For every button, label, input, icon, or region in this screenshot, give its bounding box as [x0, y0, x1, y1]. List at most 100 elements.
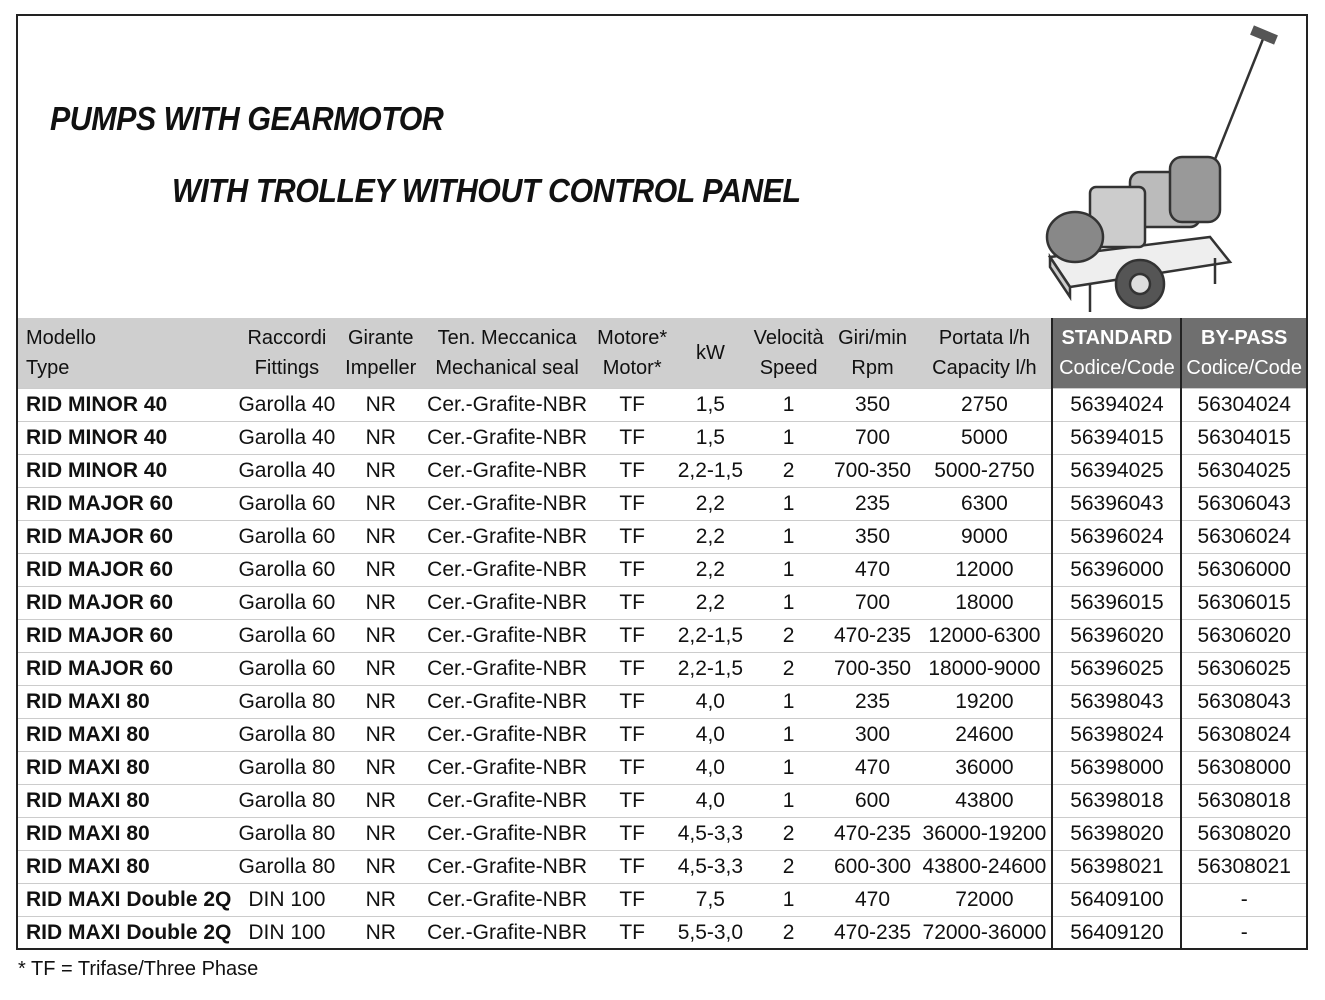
cell-capacity: 72000-36000	[917, 916, 1053, 949]
cell-capacity: 2750	[917, 388, 1053, 422]
cell-impeller: NR	[340, 619, 422, 653]
cell-rpm: 235	[827, 487, 918, 521]
table-row: RID MINOR 40 Garolla 40 NR Cer.-Grafite-NBR…	[18, 421, 1306, 455]
title-line-1: PUMPS WITH GEARMOTOR	[50, 100, 444, 137]
cell-fittings: Garolla 80	[233, 751, 341, 785]
cell-impeller: NR	[340, 388, 422, 422]
cell-model: RID MAJOR 60	[18, 652, 234, 686]
cell-capacity: 18000	[917, 586, 1053, 620]
cell-impeller: NR	[340, 817, 422, 851]
cell-rpm: 470-235	[827, 817, 918, 851]
cell-model: RID MAJOR 60	[18, 586, 234, 620]
cell-speed: 1	[749, 586, 828, 620]
col-standard-code: STANDARD Codice/Code	[1051, 318, 1182, 389]
cell-fittings: Garolla 60	[233, 619, 341, 653]
cell-seal: Cer.-Grafite-NBR	[421, 916, 594, 949]
cell-fittings: Garolla 40	[233, 454, 341, 488]
cell-speed: 2	[749, 454, 828, 488]
cell-motor: TF	[593, 619, 672, 653]
document-frame	[16, 14, 1308, 950]
cell-kw: 4,0	[671, 718, 750, 752]
cell-impeller: NR	[340, 751, 422, 785]
cell-capacity: 24600	[917, 718, 1053, 752]
cell-motor: TF	[593, 718, 672, 752]
cell-seal: Cer.-Grafite-NBR	[421, 718, 594, 752]
cell-fittings: Garolla 60	[233, 520, 341, 554]
cell-impeller: NR	[340, 916, 422, 949]
cell-kw: 4,5-3,3	[671, 850, 750, 884]
cell-speed: 1	[749, 520, 828, 554]
cell-fittings: Garolla 80	[233, 817, 341, 851]
col-seal: Ten. Meccanica Mechanical seal	[421, 318, 594, 389]
cell-rpm: 235	[827, 685, 918, 719]
cell-speed: 1	[749, 718, 828, 752]
cell-speed: 1	[749, 883, 828, 917]
cell-fittings: Garolla 60	[233, 553, 341, 587]
cell-standard-code: 56394015	[1051, 421, 1182, 455]
cell-seal: Cer.-Grafite-NBR	[421, 520, 594, 554]
cell-kw: 5,5-3,0	[671, 916, 750, 949]
cell-seal: Cer.-Grafite-NBR	[421, 751, 594, 785]
cell-capacity: 9000	[917, 520, 1053, 554]
cell-motor: TF	[593, 520, 672, 554]
cell-seal: Cer.-Grafite-NBR	[421, 454, 594, 488]
col-model: Modello Type	[18, 318, 234, 389]
cell-speed: 1	[749, 421, 828, 455]
cell-bypass-code: 56304015	[1180, 421, 1306, 455]
cell-kw: 2,2-1,5	[671, 454, 750, 488]
cell-seal: Cer.-Grafite-NBR	[421, 421, 594, 455]
cell-speed: 1	[749, 487, 828, 521]
cell-standard-code: 56394024	[1051, 388, 1182, 422]
cell-rpm: 470-235	[827, 619, 918, 653]
cell-fittings: DIN 100	[233, 883, 341, 917]
cell-seal: Cer.-Grafite-NBR	[421, 817, 594, 851]
title-line-2: WITH TROLLEY WITHOUT CONTROL PANEL	[172, 172, 801, 209]
cell-bypass-code: 56308021	[1180, 850, 1306, 884]
cell-model: RID MINOR 40	[18, 388, 234, 422]
cell-seal: Cer.-Grafite-NBR	[421, 685, 594, 719]
cell-seal: Cer.-Grafite-NBR	[421, 784, 594, 818]
table-header-row: Modello Type Raccordi Fittings Girante Impe…	[18, 318, 1306, 389]
col-bypass-code: BY-PASS Codice/Code	[1180, 318, 1306, 389]
cell-speed: 1	[749, 388, 828, 422]
cell-fittings: Garolla 40	[233, 388, 341, 422]
cell-standard-code: 56398024	[1051, 718, 1182, 752]
cell-standard-code: 56398043	[1051, 685, 1182, 719]
cell-bypass-code: 56308043	[1180, 685, 1306, 719]
cell-model: RID MAJOR 60	[18, 553, 234, 587]
cell-kw: 2,2-1,5	[671, 619, 750, 653]
cell-standard-code: 56398021	[1051, 850, 1182, 884]
cell-speed: 1	[749, 685, 828, 719]
cell-model: RID MAXI Double 2Q	[18, 916, 234, 949]
table-row: RID MAJOR 60 Garolla 60 NR Cer.-Grafite-NBR…	[18, 619, 1306, 653]
cell-model: RID MAJOR 60	[18, 487, 234, 521]
cell-impeller: NR	[340, 850, 422, 884]
cell-fittings: Garolla 40	[233, 421, 341, 455]
table-row: RID MAJOR 60 Garolla 60 NR Cer.-Grafite-NBR…	[18, 586, 1306, 620]
cell-bypass-code: 56308024	[1180, 718, 1306, 752]
col-kw: kW	[671, 318, 750, 389]
cell-standard-code: 56398000	[1051, 751, 1182, 785]
cell-speed: 2	[749, 619, 828, 653]
cell-rpm: 700-350	[827, 454, 918, 488]
cell-fittings: Garolla 60	[233, 652, 341, 686]
cell-seal: Cer.-Grafite-NBR	[421, 619, 594, 653]
cell-rpm: 600	[827, 784, 918, 818]
cell-bypass-code: 56304024	[1180, 388, 1306, 422]
cell-standard-code: 56396015	[1051, 586, 1182, 620]
cell-impeller: NR	[340, 421, 422, 455]
cell-motor: TF	[593, 652, 672, 686]
cell-rpm: 300	[827, 718, 918, 752]
cell-rpm: 350	[827, 520, 918, 554]
cell-capacity: 12000	[917, 553, 1053, 587]
cell-impeller: NR	[340, 685, 422, 719]
cell-impeller: NR	[340, 718, 422, 752]
cell-model: RID MINOR 40	[18, 454, 234, 488]
cell-rpm: 470	[827, 553, 918, 587]
cell-bypass-code: 56306025	[1180, 652, 1306, 686]
cell-bypass-code: 56306000	[1180, 553, 1306, 587]
cell-standard-code: 56394025	[1051, 454, 1182, 488]
cell-impeller: NR	[340, 883, 422, 917]
cell-model: RID MAXI 80	[18, 685, 234, 719]
cell-bypass-code: 56308000	[1180, 751, 1306, 785]
